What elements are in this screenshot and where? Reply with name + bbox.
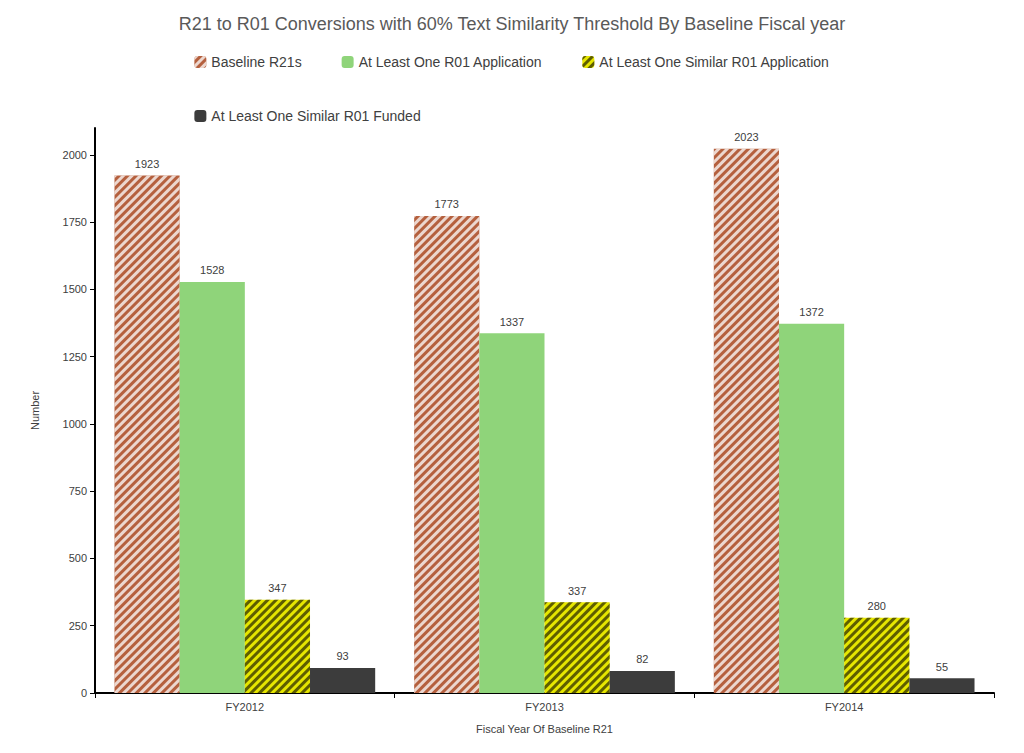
svg-text:2023: 2023 — [734, 131, 758, 143]
svg-text:Fiscal Year Of Baseline R21: Fiscal Year Of Baseline R21 — [476, 723, 613, 735]
svg-text:At Least One R01 Application: At Least One R01 Application — [359, 54, 542, 70]
svg-text:1250: 1250 — [63, 351, 87, 363]
svg-text:250: 250 — [69, 620, 87, 632]
svg-text:FY2014: FY2014 — [825, 701, 864, 713]
svg-text:Baseline R21s: Baseline R21s — [211, 54, 301, 70]
svg-text:1000: 1000 — [63, 418, 87, 430]
svg-text:280: 280 — [868, 600, 886, 612]
svg-text:1372: 1372 — [799, 306, 823, 318]
svg-text:1500: 1500 — [63, 283, 87, 295]
svg-text:55: 55 — [936, 661, 948, 673]
svg-text:2000: 2000 — [63, 149, 87, 161]
svg-text:347: 347 — [268, 582, 286, 594]
svg-text:FY2013: FY2013 — [525, 701, 564, 713]
svg-text:337: 337 — [568, 585, 586, 597]
svg-text:1750: 1750 — [63, 216, 87, 228]
svg-text:R21 to R01 Conversions with 60: R21 to R01 Conversions with 60% Text Sim… — [179, 14, 846, 34]
svg-text:82: 82 — [636, 653, 648, 665]
svg-text:At Least One Similar R01 Funde: At Least One Similar R01 Funded — [211, 108, 420, 124]
svg-text:1773: 1773 — [434, 198, 458, 210]
svg-text:1337: 1337 — [500, 316, 524, 328]
svg-text:500: 500 — [69, 552, 87, 564]
svg-text:93: 93 — [336, 650, 348, 662]
svg-text:At Least One Similar R01 Appli: At Least One Similar R01 Application — [599, 54, 829, 70]
svg-text:1528: 1528 — [200, 264, 224, 276]
svg-text:FY2012: FY2012 — [226, 701, 265, 713]
svg-text:0: 0 — [81, 687, 87, 699]
svg-text:Number: Number — [29, 391, 41, 430]
svg-text:1923: 1923 — [135, 158, 159, 170]
svg-text:750: 750 — [69, 485, 87, 497]
